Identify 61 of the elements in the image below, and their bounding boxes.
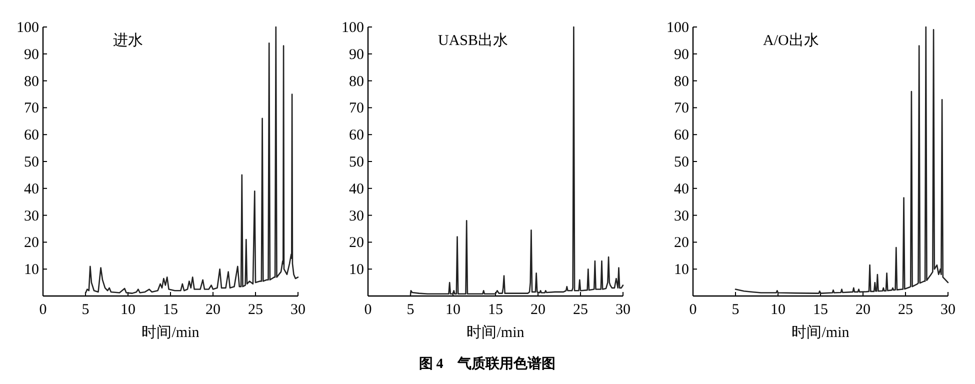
- x-axis-title: 时间/min: [792, 324, 850, 341]
- x-tick-label: 0: [689, 302, 697, 318]
- chart-title: 进水: [113, 32, 143, 49]
- x-tick-label: 15: [813, 302, 828, 318]
- x-tick-label: 20: [206, 302, 220, 318]
- x-tick-label: 20: [530, 302, 546, 318]
- line-series: [410, 26, 624, 296]
- y-tick-label: 100: [16, 20, 39, 36]
- y-tick-label: 40: [349, 181, 364, 198]
- line-series: [734, 26, 949, 294]
- y-tick-label: 50: [674, 154, 689, 170]
- x-tick-label: 30: [290, 302, 306, 318]
- y-tick-label: 70: [24, 100, 39, 117]
- x-axis-title: 时间/min: [142, 324, 200, 341]
- y-tick-label: 10: [674, 262, 689, 278]
- y-tick-label: 60: [674, 128, 689, 144]
- x-tick-label: 15: [163, 302, 178, 318]
- y-tick-label: 20: [674, 235, 689, 252]
- y-tick-label: 20: [24, 235, 39, 252]
- y-tick-label: 50: [24, 154, 39, 170]
- y-tick-label: 60: [24, 128, 39, 144]
- x-tick-label: 10: [120, 302, 136, 318]
- x-tick-label: 25: [573, 302, 588, 318]
- x-tick-label: 5: [406, 302, 414, 318]
- y-tick-label: 40: [674, 181, 689, 198]
- x-tick-label: 30: [940, 302, 956, 318]
- chart-title: A/O出水: [763, 32, 819, 49]
- x-tick-label: 0: [39, 302, 47, 318]
- y-tick-label: 70: [674, 100, 689, 117]
- y-tick-label: 100: [666, 20, 689, 36]
- y-tick-label: 20: [349, 235, 364, 252]
- y-tick-label: 30: [674, 208, 689, 224]
- x-tick-label: 20: [856, 302, 870, 318]
- y-tick-label: 80: [674, 74, 689, 90]
- y-tick-label: 70: [349, 100, 364, 117]
- y-tick-label: 80: [349, 74, 364, 90]
- y-tick-label: 50: [349, 154, 364, 170]
- y-tick-label: 90: [674, 46, 689, 63]
- x-tick-label: 10: [770, 302, 786, 318]
- x-axis-title: 时间/min: [466, 324, 525, 341]
- y-tick-label: 40: [24, 181, 39, 198]
- x-tick-label: 10: [446, 302, 460, 318]
- y-tick-label: 100: [342, 20, 364, 36]
- x-tick-label: 5: [732, 302, 740, 318]
- x-tick-label: 30: [616, 302, 630, 318]
- x-tick-label: 25: [248, 302, 263, 318]
- caption: 图 4 气质联用色谱图: [418, 355, 556, 372]
- y-tick-label: 30: [24, 208, 39, 224]
- chart-title: UASB出水: [438, 32, 508, 49]
- y-tick-label: 30: [349, 208, 364, 224]
- y-tick-label: 90: [349, 46, 364, 63]
- y-tick-label: 60: [349, 128, 364, 144]
- x-tick-label: 0: [364, 302, 372, 318]
- x-tick-label: 15: [488, 302, 503, 318]
- y-tick-label: 90: [24, 46, 39, 63]
- y-tick-label: 80: [24, 74, 39, 90]
- y-tick-label: 10: [349, 262, 364, 278]
- x-tick-label: 5: [82, 302, 90, 318]
- y-tick-label: 10: [24, 262, 39, 278]
- x-tick-label: 25: [898, 302, 913, 318]
- line-series: [84, 26, 299, 294]
